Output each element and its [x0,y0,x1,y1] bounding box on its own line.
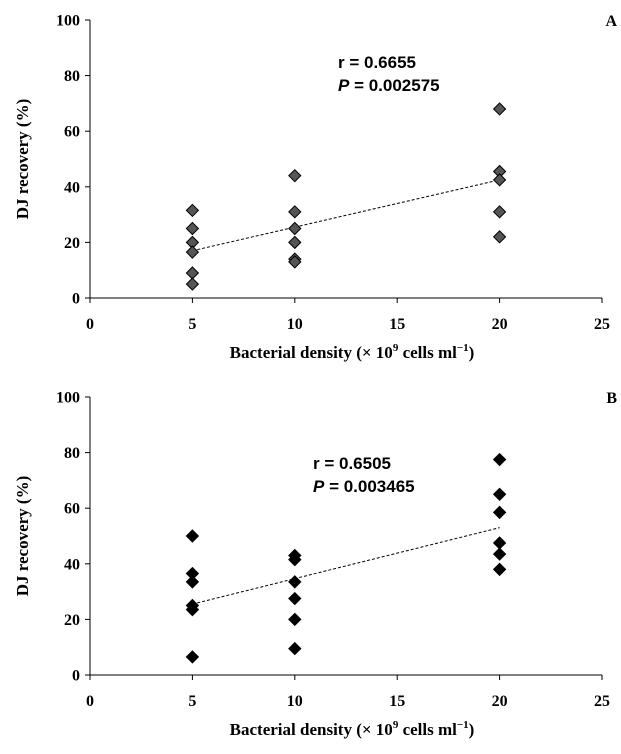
p-value: P = 0.003465 [313,477,415,496]
x-axis-title-superscript: 9 [393,719,399,731]
x-tick-label: 10 [287,316,303,333]
data-point [288,641,302,656]
data-point [288,168,302,183]
data-point [185,277,200,291]
data-point [492,452,507,467]
data-point [288,591,302,606]
data-point [185,245,200,259]
data-point [492,562,507,577]
data-point [288,552,302,567]
p-value-symbol: P [338,76,350,95]
chart-panel-a: 0 20 40 60 80 100 0 5 10 15 20 25 DJ recovery (%) Bac… [13,13,617,363]
x-tick-label: 5 [188,693,196,710]
data-point [185,203,200,218]
x-tick-label: 25 [594,693,610,710]
y-tick-label: 0 [72,668,80,685]
x-tick-label: 0 [86,316,94,333]
x-tick-label: 25 [594,316,610,333]
x-axis-title-part: ) [469,720,475,739]
data-point [288,205,302,219]
data-point [492,205,507,219]
y-tick-label: 60 [64,124,80,141]
p-value-number: = 0.003465 [324,477,414,496]
x-axis-title-part: Bacterial density (× 10 [230,343,393,362]
y-tick-label: 40 [64,556,80,573]
y-tick-label: 80 [64,68,80,85]
y-axis-title: DJ recovery (%) [13,476,32,597]
data-point [492,230,507,244]
data-point [492,536,507,550]
x-axis-title-part: cells ml [398,720,457,739]
x-tick-label: 0 [86,693,94,710]
data-point [185,221,200,236]
x-axis-title-superscript: 9 [393,342,399,354]
data-point [185,575,200,589]
y-tick-label: 100 [56,390,80,407]
x-axis-title-superscript: −1 [457,719,469,731]
x-tick-label: 15 [389,693,405,710]
x-tick-label: 15 [389,316,405,333]
p-value-symbol: P [313,477,325,496]
data-point [288,612,302,627]
panel-label: B [606,390,617,407]
p-value-number: = 0.002575 [349,76,439,95]
data-point [185,529,200,543]
x-axis-title: Bacterial density (× 109 cells ml−1) [230,719,475,739]
data-point [185,650,200,664]
trendline [192,179,500,252]
y-tick-label: 20 [64,235,80,252]
data-point [288,255,302,269]
data-point [288,235,302,250]
data-point [185,602,200,617]
panel-label: A [605,13,617,30]
y-tick-label: 0 [72,291,80,308]
data-point [288,221,302,236]
data-point [492,102,507,116]
x-axis-title: Bacterial density (× 109 cells ml−1) [230,342,475,362]
correlation-r: r = 0.6655 [338,53,416,72]
y-tick-label: 60 [64,501,80,518]
x-tick-label: 5 [188,316,196,333]
p-value: P = 0.002575 [338,76,440,95]
y-axis-title: DJ recovery (%) [13,99,32,220]
data-point [288,575,302,589]
y-tick-label: 80 [64,445,80,462]
x-tick-label: 20 [492,693,508,710]
x-tick-label: 20 [492,316,508,333]
y-tick-label: 100 [56,13,80,30]
x-axis-title-part: ) [469,343,475,362]
chart-panel-b: 0 20 40 60 80 100 0 5 10 15 20 25 DJ recovery (%) Bac… [13,390,617,740]
data-point [492,547,507,561]
data-point [492,173,507,187]
x-tick-label: 10 [287,693,303,710]
data-point [492,505,507,520]
x-axis-title-part: Bacterial density (× 10 [230,720,393,739]
x-axis-title-part: cells ml [398,343,457,362]
x-axis-title-superscript: −1 [457,342,469,354]
y-tick-label: 40 [64,179,80,196]
y-tick-label: 20 [64,612,80,629]
trendline [192,527,500,605]
correlation-r: r = 0.6505 [313,454,391,473]
data-point [492,487,507,502]
data-point [185,266,200,280]
